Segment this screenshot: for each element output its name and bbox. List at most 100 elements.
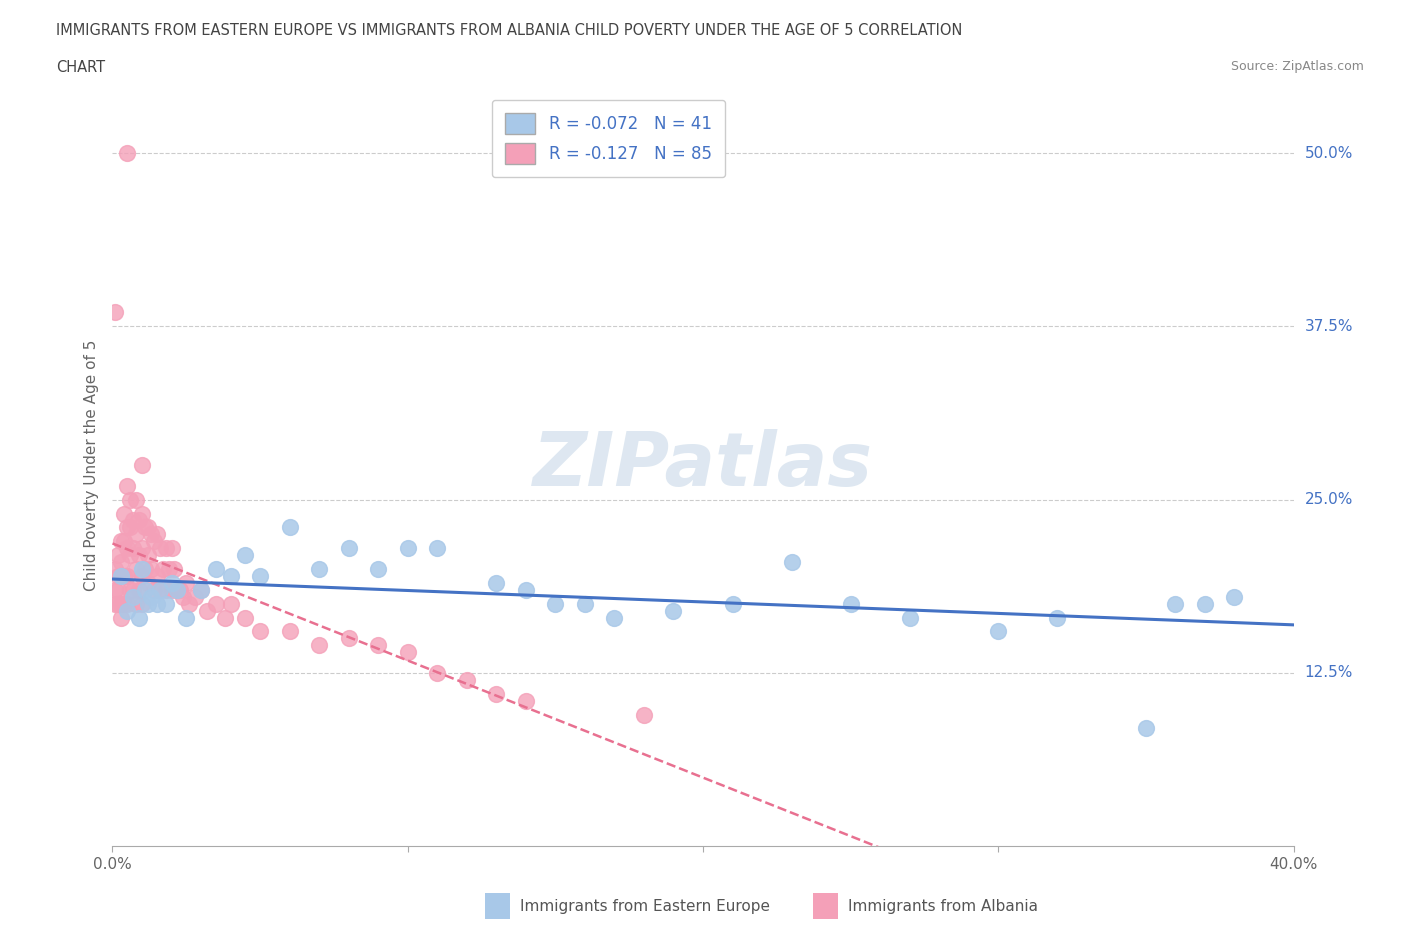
Point <box>142 534 165 549</box>
Point <box>122 590 145 604</box>
Point <box>122 540 145 555</box>
Y-axis label: Child Poverty Under the Age of 5: Child Poverty Under the Age of 5 <box>83 339 98 591</box>
Point <box>134 520 156 535</box>
Point <box>367 638 389 653</box>
Text: 12.5%: 12.5% <box>1305 666 1353 681</box>
Point <box>107 582 129 597</box>
Point <box>136 520 159 535</box>
Point <box>117 520 138 535</box>
Point <box>110 610 132 625</box>
Point <box>110 596 132 611</box>
Point <box>104 305 127 320</box>
Point <box>233 548 256 563</box>
Text: 50.0%: 50.0% <box>1305 145 1353 161</box>
Point <box>160 540 183 555</box>
Point <box>134 582 156 597</box>
Point <box>396 540 419 555</box>
Point <box>146 527 169 542</box>
Point <box>172 590 194 604</box>
Point <box>195 604 218 618</box>
Point <box>603 610 626 625</box>
Text: Immigrants from Albania: Immigrants from Albania <box>848 899 1038 914</box>
Point <box>139 562 162 577</box>
Text: ZIPatlas: ZIPatlas <box>533 429 873 501</box>
Point <box>120 548 142 563</box>
Point <box>112 534 135 549</box>
Point <box>117 146 138 161</box>
Point <box>117 568 138 583</box>
Point <box>987 624 1010 639</box>
Point <box>249 624 271 639</box>
Point <box>1164 596 1187 611</box>
Point <box>721 596 744 611</box>
Point <box>219 596 242 611</box>
Point <box>112 596 135 611</box>
Point <box>205 596 228 611</box>
Point <box>110 568 132 583</box>
Point <box>149 582 172 597</box>
Point <box>146 596 169 611</box>
Point <box>117 540 138 555</box>
Point <box>146 568 169 583</box>
Point <box>136 596 159 611</box>
Point <box>780 554 803 569</box>
Point <box>485 686 508 701</box>
Point <box>515 693 537 708</box>
Text: 25.0%: 25.0% <box>1305 492 1353 507</box>
Point <box>157 562 180 577</box>
Point <box>160 582 183 597</box>
Point <box>131 562 153 577</box>
Point <box>485 576 508 591</box>
Point <box>117 604 138 618</box>
Point <box>131 540 153 555</box>
Point <box>125 492 148 507</box>
Point <box>1194 596 1216 611</box>
Point <box>125 527 148 542</box>
Text: IMMIGRANTS FROM EASTERN EUROPE VS IMMIGRANTS FROM ALBANIA CHILD POVERTY UNDER TH: IMMIGRANTS FROM EASTERN EUROPE VS IMMIGR… <box>56 23 963 38</box>
Point <box>110 568 132 583</box>
Point <box>574 596 596 611</box>
Text: Immigrants from Eastern Europe: Immigrants from Eastern Europe <box>520 899 770 914</box>
Text: Source: ZipAtlas.com: Source: ZipAtlas.com <box>1230 60 1364 73</box>
Point <box>149 540 172 555</box>
Point <box>233 610 256 625</box>
Point <box>110 534 132 549</box>
Text: 37.5%: 37.5% <box>1305 319 1353 334</box>
Point <box>898 610 921 625</box>
Point <box>205 562 228 577</box>
Point <box>839 596 862 611</box>
Point <box>122 582 145 597</box>
Point <box>633 707 655 722</box>
Point <box>219 568 242 583</box>
Point <box>308 562 330 577</box>
Point <box>278 520 301 535</box>
Point <box>169 582 191 597</box>
Point <box>166 582 188 597</box>
Point <box>163 562 186 577</box>
Point <box>110 554 132 569</box>
Point <box>278 624 301 639</box>
Legend: R = -0.072   N = 41, R = -0.127   N = 85: R = -0.072 N = 41, R = -0.127 N = 85 <box>492 100 725 178</box>
Point <box>1046 610 1069 625</box>
Point <box>117 478 138 493</box>
Point <box>131 506 153 521</box>
Point <box>544 596 567 611</box>
Point <box>107 596 129 611</box>
Point <box>174 610 197 625</box>
Point <box>131 458 153 472</box>
Point <box>155 582 177 597</box>
Point <box>104 562 127 577</box>
Point <box>131 596 153 611</box>
Point <box>136 548 159 563</box>
Point <box>120 520 142 535</box>
Point <box>515 582 537 597</box>
Point <box>396 644 419 659</box>
Point <box>112 506 135 521</box>
Point <box>166 582 188 597</box>
Point <box>128 582 150 597</box>
Point <box>456 672 478 687</box>
Point <box>249 568 271 583</box>
Point <box>155 596 177 611</box>
Point <box>117 596 138 611</box>
Point <box>184 590 207 604</box>
